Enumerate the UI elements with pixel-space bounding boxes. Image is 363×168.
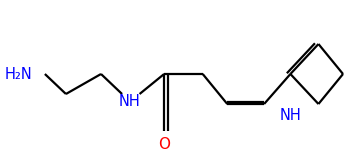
Text: O: O	[158, 137, 170, 152]
Text: H₂N: H₂N	[5, 67, 33, 81]
Text: NH: NH	[280, 108, 301, 123]
Text: NH: NH	[118, 94, 140, 109]
